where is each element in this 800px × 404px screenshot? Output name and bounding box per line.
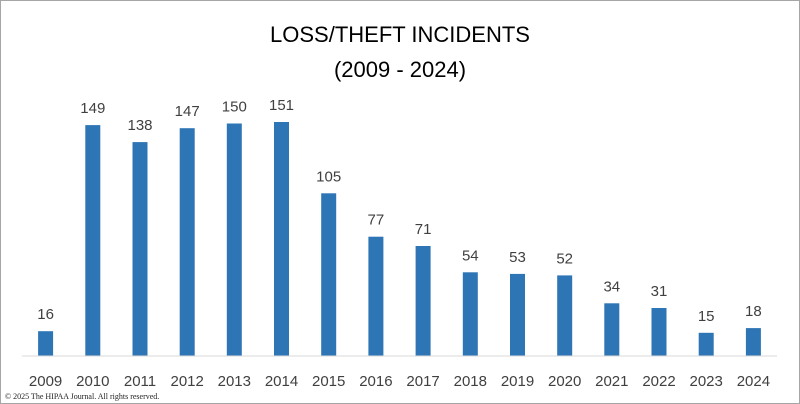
value-label-2009: 16: [37, 306, 54, 323]
bar-2012: [179, 128, 195, 356]
value-label-2017: 71: [415, 221, 432, 238]
bar-2016: [368, 236, 384, 356]
x-tick-label-2012: 2012: [171, 373, 204, 390]
bar-2019: [510, 273, 525, 356]
bar-2013: [226, 123, 242, 356]
value-label-2023: 15: [698, 308, 715, 325]
bars-group: [38, 122, 761, 356]
bar-2020: [557, 275, 573, 356]
bar-2011: [132, 142, 148, 356]
bar-2010: [85, 125, 101, 356]
chart-subtitle: (2009 - 2024): [334, 57, 466, 82]
value-label-2015: 105: [316, 168, 341, 185]
chart-title: LOSS/THEFT INCIDENTS: [270, 22, 530, 47]
bar-2022: [651, 308, 667, 356]
value-label-2019: 53: [509, 249, 526, 266]
value-label-2011: 138: [127, 117, 152, 134]
x-tick-label-2021: 2021: [595, 373, 628, 390]
x-tick-label-2013: 2013: [218, 373, 251, 390]
x-tick-label-2017: 2017: [406, 373, 439, 390]
x-tick-label-2014: 2014: [265, 373, 298, 390]
value-label-2018: 54: [462, 247, 479, 264]
bar-2024: [745, 328, 761, 356]
value-label-2013: 150: [222, 99, 247, 116]
value-label-2024: 18: [745, 303, 762, 320]
value-label-2010: 149: [80, 100, 105, 117]
x-tick-label-2022: 2022: [642, 373, 675, 390]
value-label-2022: 31: [651, 283, 668, 300]
x-tick-label-2023: 2023: [690, 373, 723, 390]
x-tick-label-2011: 2011: [124, 373, 156, 390]
x-tick-labels-group: 2009 2010 2011 2012 2013 2014 2015 2016 2017 2018…: [29, 373, 770, 390]
value-label-2016: 77: [368, 212, 385, 229]
x-tick-label-2010: 2010: [76, 373, 109, 390]
bar-2023: [698, 332, 714, 356]
x-tick-label-2020: 2020: [548, 373, 581, 390]
x-tick-label-2016: 2016: [359, 373, 392, 390]
value-label-2020: 52: [556, 250, 573, 267]
value-label-2012: 147: [175, 103, 200, 120]
value-label-2014: 151: [269, 97, 294, 114]
bar-2017: [415, 246, 431, 356]
x-tick-label-2019: 2019: [501, 373, 534, 390]
copyright-notice: © 2025 The HIPAA Journal. All rights res…: [5, 392, 159, 401]
x-tick-label-2018: 2018: [454, 373, 487, 390]
bar-2018: [462, 272, 478, 356]
bar-2015: [321, 193, 337, 356]
bar-2009: [38, 331, 54, 356]
value-labels-group: 16 149 138 147 150 151 105 77 71 54 53 52 34 31 15 18: [37, 97, 761, 325]
x-tick-label-2009: 2009: [29, 373, 62, 390]
x-tick-label-2024: 2024: [737, 373, 770, 390]
value-label-2021: 34: [603, 278, 620, 295]
bar-2014: [274, 122, 289, 356]
bar-2021: [604, 303, 620, 356]
x-tick-label-2015: 2015: [312, 373, 345, 390]
